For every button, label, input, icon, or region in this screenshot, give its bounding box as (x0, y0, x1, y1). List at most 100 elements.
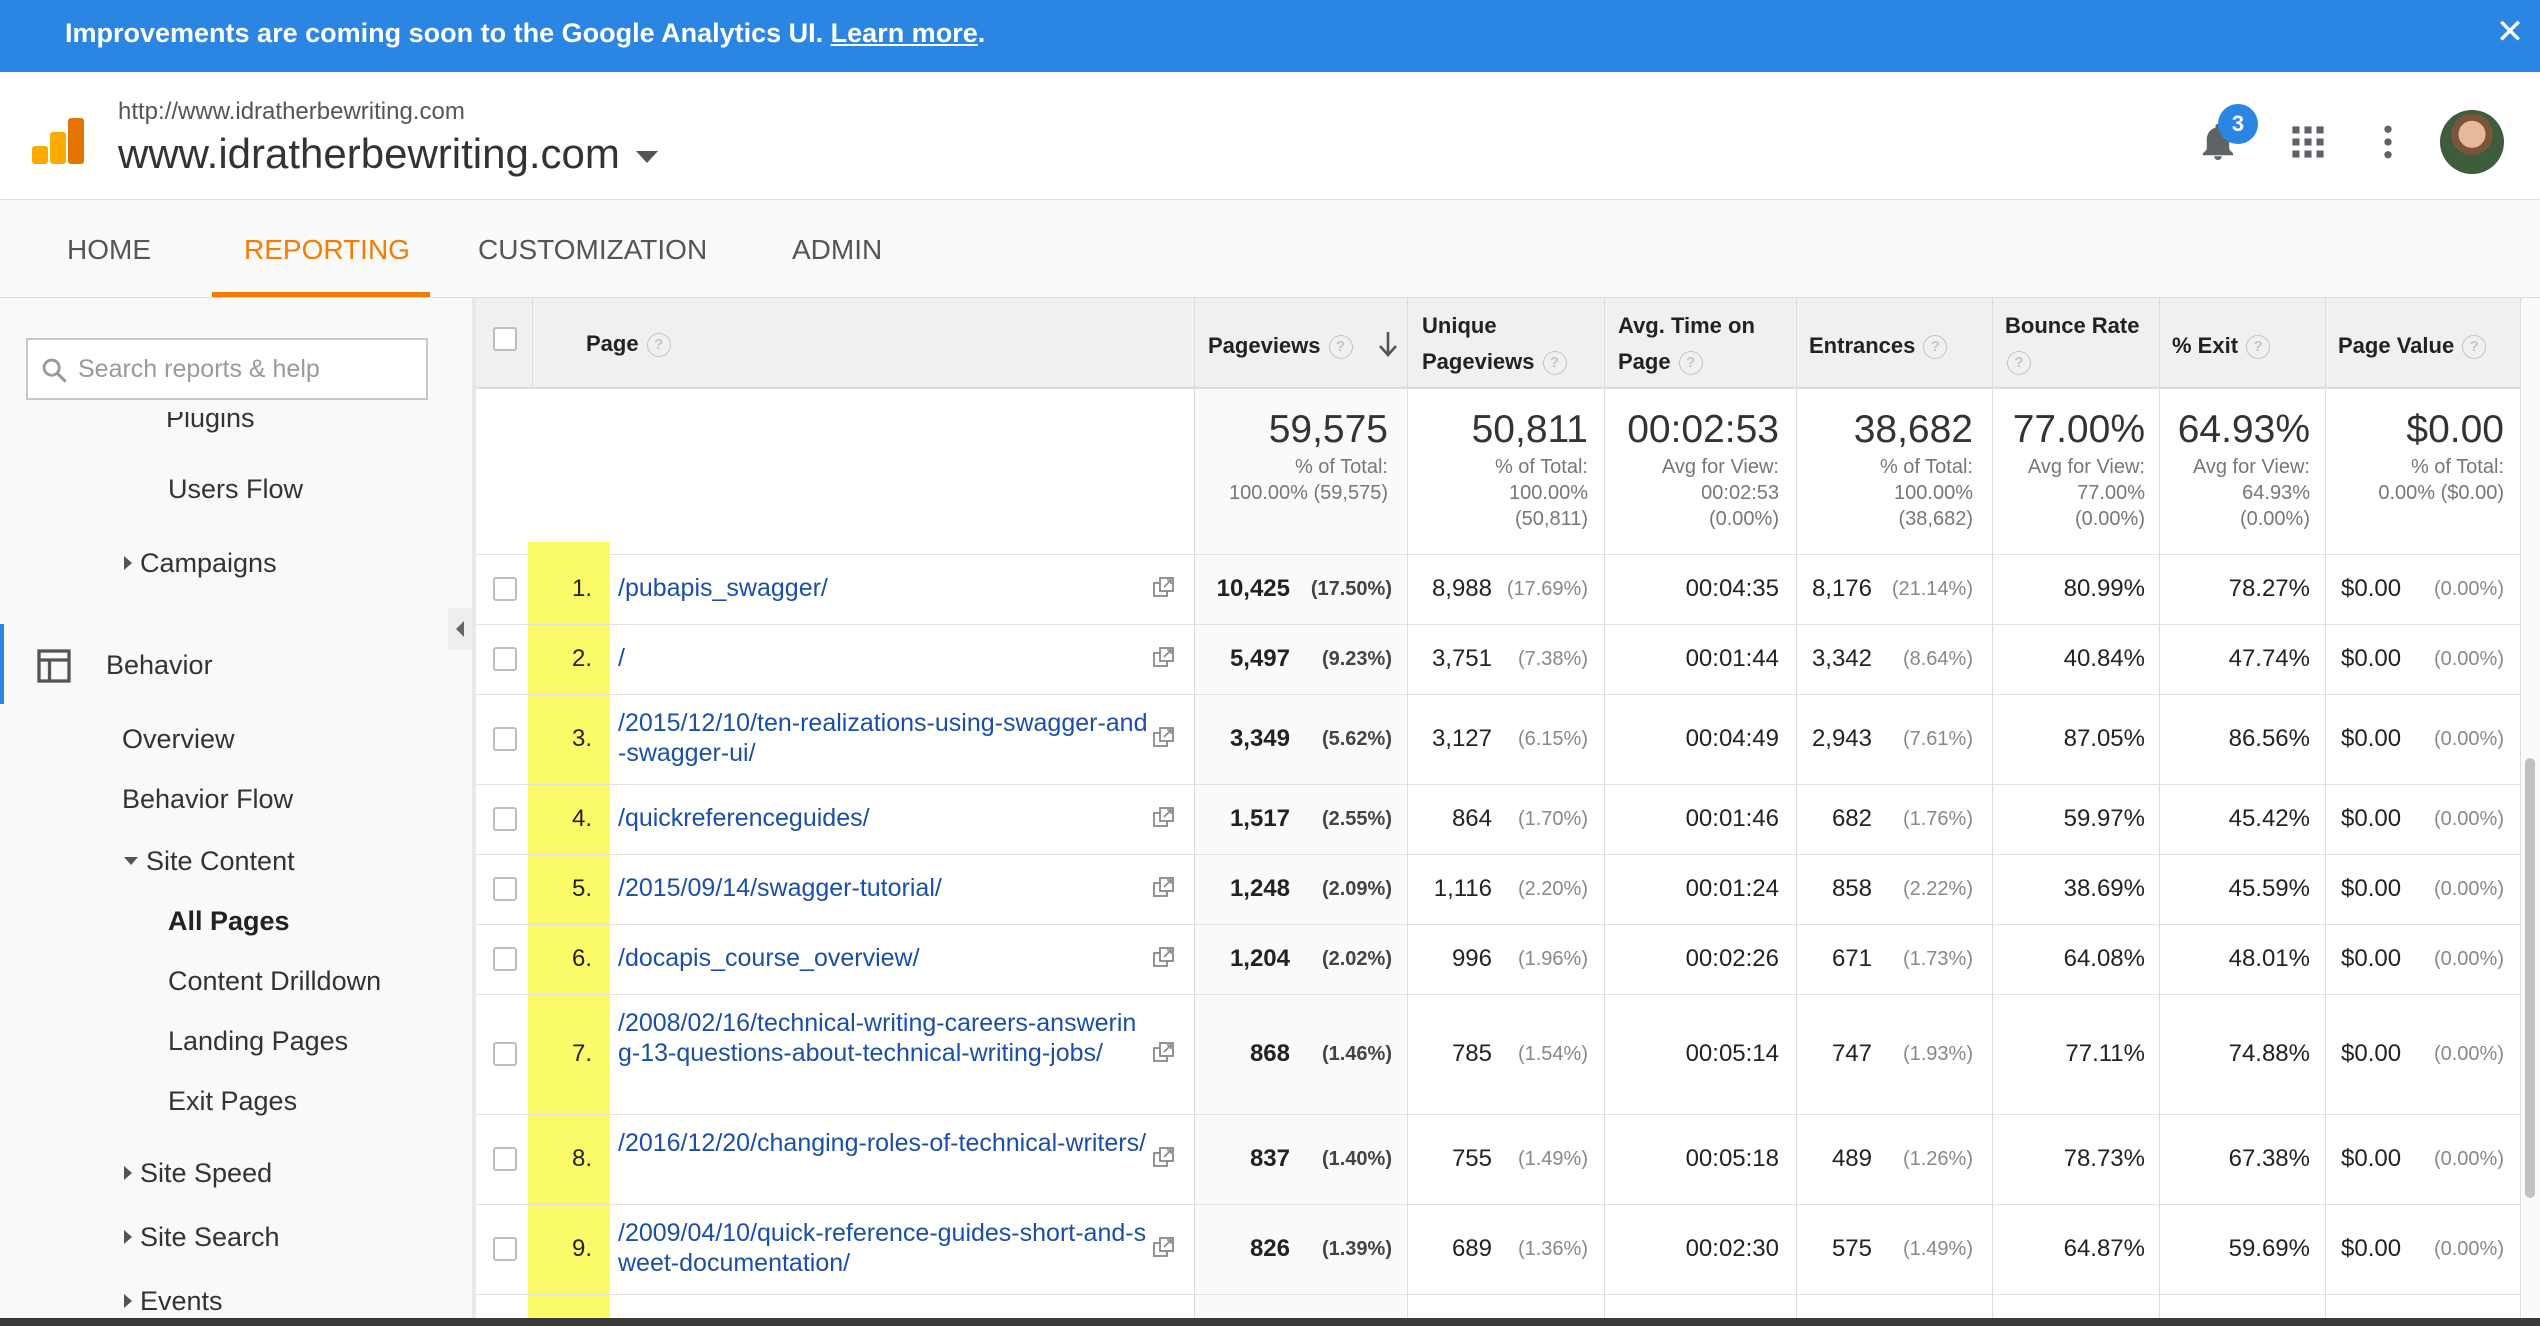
tab-admin[interactable]: ADMIN (792, 234, 883, 265)
analytics-logo-icon[interactable] (30, 116, 86, 166)
column-header-avg-time[interactable]: Avg. Time on Page? (1618, 308, 1755, 380)
sidebar-item-events[interactable]: Events (124, 1286, 223, 1317)
column-header-exit[interactable]: % Exit? (2172, 328, 2271, 364)
help-icon[interactable]: ? (2246, 335, 2271, 360)
sidebar-item-behavior[interactable]: Behavior (106, 650, 213, 680)
page-link[interactable]: /2015/09/14/swagger-tutorial/ (618, 874, 942, 902)
sidebar-item-users-flow[interactable]: Users Flow (168, 474, 304, 504)
row-checkbox[interactable] (493, 727, 517, 751)
total-note-line: (0.00%) (1708, 508, 1779, 530)
sidebar-item-label: Campaigns (140, 548, 277, 578)
sidebar-item-landing-pages[interactable]: Landing Pages (168, 1026, 349, 1056)
help-icon[interactable]: ? (1328, 335, 1353, 360)
help-icon[interactable]: ? (646, 333, 671, 358)
pageviews-percent: (1.40%) (1321, 1148, 1392, 1170)
open-page-icon[interactable] (1152, 1041, 1176, 1063)
row-checkbox[interactable] (493, 1042, 517, 1066)
tab-customization[interactable]: CUSTOMIZATION (478, 234, 708, 265)
expand-arrow-icon (124, 1229, 132, 1244)
exit-value: 45.59% (2228, 875, 2310, 902)
open-page-icon[interactable] (1152, 806, 1176, 828)
sidebar-item-site-content[interactable]: Site Content (124, 846, 295, 877)
search-input[interactable] (78, 350, 418, 388)
page-link[interactable]: /docapis_course_overview/ (618, 944, 920, 972)
row-divider (476, 1294, 2521, 1295)
sidebar-item-label: Site Content (146, 846, 295, 876)
open-page-icon[interactable] (1152, 876, 1176, 898)
open-page-icon[interactable] (1152, 726, 1176, 748)
user-avatar[interactable] (2440, 110, 2504, 174)
sidebar-item-content-drilldown[interactable]: Content Drilldown (168, 966, 382, 996)
help-icon[interactable]: ? (2462, 335, 2487, 360)
row-checkbox[interactable] (493, 647, 517, 671)
page-link[interactable]: /quickreferenceguides/ (618, 804, 870, 832)
open-page-icon[interactable] (1152, 646, 1176, 668)
sidebar-item-behavior-flow[interactable]: Behavior Flow (122, 784, 294, 814)
select-all-checkbox[interactable] (493, 327, 517, 351)
row-checkbox[interactable] (493, 577, 517, 601)
column-header-bounce-rate[interactable]: Bounce Rate? (2005, 308, 2139, 380)
apps-button[interactable] (2278, 112, 2338, 172)
search-icon (42, 358, 67, 383)
total-exit-note: Avg for View: 64.93% (0.00%) (2160, 454, 2310, 532)
collapse-sidebar-button[interactable] (448, 608, 472, 650)
pageviews-value: 837 (1249, 1145, 1290, 1172)
column-header-page[interactable]: Page? (586, 326, 671, 362)
page-link[interactable]: /pubapis_swagger/ (618, 574, 828, 602)
page-link[interactable]: /2016/12/20/changing-roles-of-technical-… (618, 1129, 1147, 1157)
tab-reporting[interactable]: REPORTING (244, 234, 410, 265)
close-banner-button[interactable]: ✕ (2495, 13, 2525, 51)
help-icon[interactable]: ? (1542, 351, 1567, 376)
row-checkbox[interactable] (493, 947, 517, 971)
avg-time-value: 00:02:30 (1685, 1235, 1779, 1262)
open-page-icon[interactable] (1152, 1146, 1176, 1168)
sidebar-item-overview[interactable]: Overview (122, 724, 235, 754)
search-box[interactable] (26, 338, 428, 400)
bounce-rate-value: 59.97% (2063, 805, 2145, 832)
active-section-indicator (0, 624, 4, 704)
entrances-value: 747 (1831, 1040, 1872, 1067)
row-checkbox[interactable] (493, 1147, 517, 1171)
unique-pageviews-value: 3,751 (1431, 645, 1492, 672)
total-entrances-note: % of Total: 100.00% (38,682) (1797, 454, 1973, 532)
property-selector[interactable]: www.idratherbewriting.com (118, 130, 658, 178)
vertical-scrollbar[interactable] (2522, 298, 2540, 1318)
sidebar-item-all-pages[interactable]: All Pages (168, 906, 290, 936)
page-link[interactable]: /2009/04/10/quick-reference-guides-short… (618, 1219, 1147, 1277)
scrollbar-thumb[interactable] (2525, 758, 2535, 1198)
help-icon[interactable]: ? (1678, 351, 1703, 376)
column-header-entrances[interactable]: Entrances? (1809, 328, 1948, 364)
total-note-line: % of Total: (1879, 456, 1973, 478)
entrances-percent: (1.93%) (1902, 1043, 1973, 1065)
sidebar-item-campaigns[interactable]: Campaigns (124, 548, 277, 579)
open-page-icon[interactable] (1152, 1236, 1176, 1258)
sort-descending-icon[interactable] (1377, 330, 1399, 358)
help-icon[interactable]: ? (1923, 335, 1948, 360)
learn-more-link[interactable]: Learn more (830, 18, 978, 48)
column-divider (1407, 298, 1408, 1318)
total-note-line: 100.00% (59,575) (1228, 482, 1388, 504)
tab-home[interactable]: HOME (67, 234, 151, 265)
page-link[interactable]: /2008/02/16/technical-writing-careers-an… (618, 1009, 1137, 1067)
row-checkbox[interactable] (493, 1237, 517, 1261)
sidebar-item-exit-pages[interactable]: Exit Pages (168, 1086, 298, 1116)
page-link[interactable]: / (618, 644, 625, 672)
total-bounce-note: Avg for View: 77.00% (0.00%) (1993, 454, 2145, 532)
sidebar-item-plugins[interactable]: Plugins (166, 412, 255, 433)
sidebar-item-site-search[interactable]: Site Search (124, 1222, 280, 1253)
help-icon[interactable]: ? (2007, 351, 2031, 376)
row-checkbox[interactable] (493, 877, 517, 901)
avg-time-value: 00:04:49 (1685, 725, 1779, 752)
open-page-icon[interactable] (1152, 576, 1176, 598)
unique-pageviews-value: 864 (1451, 805, 1492, 832)
sidebar-item-site-speed[interactable]: Site Speed (124, 1158, 272, 1189)
row-checkbox[interactable] (493, 807, 517, 831)
column-header-unique-pageviews[interactable]: Unique Pageviews? (1422, 308, 1567, 380)
page-link[interactable]: /2015/12/10/ten-realizations-using-swagg… (618, 709, 1148, 767)
column-header-page-value[interactable]: Page Value? (2338, 328, 2487, 364)
total-avg-time-note: Avg for View: 00:02:53 (0.00%) (1605, 454, 1779, 532)
column-header-pageviews[interactable]: Pageviews? (1208, 328, 1353, 364)
more-options-button[interactable] (2358, 112, 2418, 172)
pageviews-percent: (1.46%) (1321, 1043, 1392, 1065)
open-page-icon[interactable] (1152, 946, 1176, 968)
